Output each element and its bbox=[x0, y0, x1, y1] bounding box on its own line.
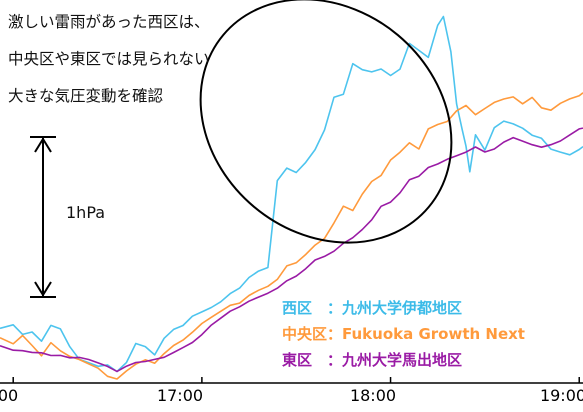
series-line-1 bbox=[0, 92, 583, 380]
series-line-2 bbox=[0, 127, 583, 373]
legend-item-higashi: 東区 ：九州大学馬出地区 bbox=[282, 351, 463, 369]
series-line-0 bbox=[0, 15, 583, 373]
legend-item-chuo: 中央区：Fukuoka Growth Next bbox=[282, 325, 525, 343]
scale-arrow bbox=[30, 136, 56, 298]
x-axis bbox=[0, 377, 583, 384]
x-tick-label: 18:00 bbox=[349, 386, 397, 405]
x-tick-label: 00 bbox=[0, 386, 19, 405]
legend-item-nishi: 西区 ：九州大学伊都地区 bbox=[282, 299, 463, 317]
annotation-line-1: 激しい雷雨があった西区は、 bbox=[8, 13, 210, 31]
x-tick-label: 17:00 bbox=[156, 386, 204, 405]
series-group bbox=[0, 15, 583, 380]
annotation-line-3: 大きな気圧変動を確認 bbox=[8, 87, 164, 105]
scale-label: 1hPa bbox=[66, 203, 106, 222]
highlight-ellipse bbox=[199, 0, 453, 244]
annotation-line-2: 中央区や東区では見られない bbox=[8, 50, 210, 68]
x-tick-label: 19:00 bbox=[539, 386, 583, 405]
